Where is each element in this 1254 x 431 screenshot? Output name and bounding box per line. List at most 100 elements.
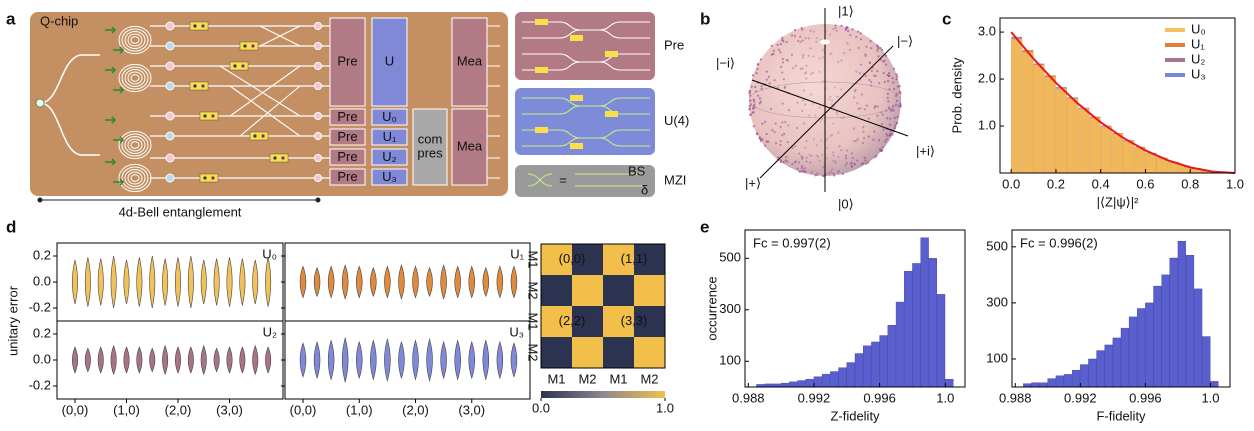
violin: [299, 342, 307, 378]
phase-shifter: [165, 111, 175, 121]
state-dot: [819, 139, 823, 142]
bar: [830, 371, 839, 388]
cell-annotation: (0,0): [559, 251, 586, 266]
x-tick-label: (2,0): [165, 402, 192, 417]
state-dot: [891, 133, 894, 136]
state-dot: [825, 146, 828, 150]
state-dot: [886, 117, 889, 120]
module-label: Pre: [337, 53, 357, 68]
state-dot: [779, 160, 783, 164]
arrow: [105, 66, 117, 74]
state-dot: [895, 78, 898, 81]
state-dot: [814, 174, 817, 177]
state-dot: [777, 156, 780, 159]
bar: [1047, 378, 1056, 388]
state-dot: [881, 146, 884, 149]
pre-box: [329, 168, 366, 186]
state-dot: [834, 161, 837, 165]
bar: [1023, 383, 1032, 388]
violin: [510, 342, 518, 378]
state-dot: [882, 128, 885, 131]
violin: [510, 265, 518, 299]
spiral: [124, 169, 146, 187]
crossing: [219, 65, 301, 117]
state-dot: [870, 47, 873, 50]
state-dot: [770, 44, 773, 47]
bar: [821, 373, 831, 388]
row-label: M2: [526, 281, 541, 299]
bar: [1078, 108, 1090, 173]
bar: [1190, 168, 1202, 173]
state-dot: [801, 167, 804, 170]
state-dot: [838, 145, 841, 148]
state-dot: [801, 28, 804, 31]
inset-coupler: [570, 143, 583, 149]
spiral: [124, 136, 146, 154]
colorbar: [541, 391, 665, 398]
x-tick-label: 0.996: [1129, 390, 1162, 405]
fit-curve: [1010, 31, 1236, 174]
state-dot: [846, 29, 850, 33]
state-dot: [837, 155, 840, 159]
state-dot: [862, 141, 865, 145]
state-dot: [852, 127, 855, 130]
state-dot: [787, 109, 791, 112]
state-dot: [791, 146, 794, 150]
state-dot: [849, 34, 852, 37]
state-dot: [834, 24, 837, 27]
state-dot: [805, 71, 808, 74]
state-dot: [799, 40, 802, 43]
state-dot: [882, 72, 885, 75]
state-dot: [837, 131, 840, 134]
legend-label: U₃: [1191, 66, 1206, 81]
state-dot: [892, 105, 895, 108]
state-dot: [767, 75, 770, 78]
state-dot: [771, 129, 774, 132]
dot: [261, 134, 265, 138]
state-dot: [779, 51, 782, 54]
dot: [203, 176, 207, 180]
state-dot: [758, 97, 762, 100]
state-dot: [894, 103, 898, 106]
state-dot: [818, 106, 821, 109]
bar: [1153, 285, 1162, 388]
state-dot: [840, 149, 843, 152]
bar: [1156, 157, 1168, 173]
state-dot: [862, 130, 865, 133]
inset-box: [515, 12, 655, 80]
state-dot: [863, 156, 866, 159]
state-dot: [856, 159, 859, 162]
x-tick-label: (1,0): [346, 402, 373, 417]
y-tick-label: 0.0: [33, 351, 51, 366]
y-tick-label: 500: [986, 238, 1008, 253]
pre-label: Pre: [337, 169, 357, 184]
state-dot: [809, 47, 812, 50]
state-dot: [829, 170, 832, 174]
bar: [928, 258, 937, 388]
state-dot: [833, 86, 836, 89]
module-label: U: [385, 53, 394, 68]
state-dot: [812, 102, 815, 105]
basis-label: |−i⟩: [716, 55, 735, 70]
state-dot: [884, 54, 888, 57]
dot: [273, 156, 277, 160]
violin: [370, 339, 377, 381]
detector: [314, 154, 322, 162]
state-dot: [848, 48, 851, 51]
state-dot: [815, 37, 819, 40]
bar: [789, 381, 798, 388]
state-dot: [886, 92, 890, 96]
state-dot: [856, 138, 859, 141]
bar: [1011, 39, 1023, 173]
state-dot: [818, 57, 821, 60]
state-dot: [880, 123, 884, 126]
spiral: [127, 171, 143, 185]
state-dot: [889, 117, 892, 120]
state-dot: [868, 78, 871, 81]
bar: [1044, 77, 1056, 173]
x-tick-label: 0.988: [999, 390, 1032, 405]
legend-label: U₀: [1191, 21, 1206, 36]
violin: [496, 265, 504, 299]
mzi-equals: =: [559, 172, 567, 187]
coupler: [269, 153, 289, 163]
